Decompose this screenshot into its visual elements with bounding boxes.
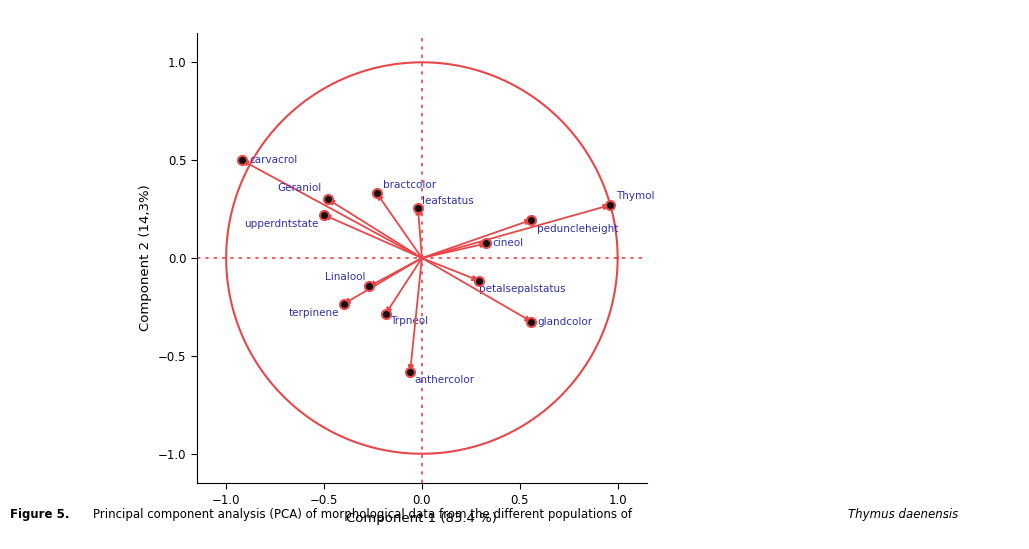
X-axis label: Component 1 (83.4 %): Component 1 (83.4 %) — [347, 512, 497, 525]
Text: Geraniol: Geraniol — [278, 183, 322, 193]
Text: cineol: cineol — [492, 238, 524, 248]
Text: .: . — [945, 508, 949, 521]
Text: anthercolor: anthercolor — [414, 376, 474, 385]
Text: leafstatus: leafstatus — [422, 196, 473, 206]
Text: terpinene: terpinene — [289, 308, 340, 318]
Text: Trpneol: Trpneol — [390, 316, 428, 326]
Text: peduncleheight: peduncleheight — [537, 224, 618, 234]
Text: Principal component analysis (PCA) of morphological data from the different popu: Principal component analysis (PCA) of mo… — [93, 508, 636, 521]
Y-axis label: Component 2 (14,3%): Component 2 (14,3%) — [139, 184, 152, 332]
Text: petalsepalstatus: petalsepalstatus — [478, 284, 565, 294]
Text: carvacrol: carvacrol — [250, 155, 298, 165]
Text: Linalool: Linalool — [324, 272, 365, 283]
Text: glandcolor: glandcolor — [537, 317, 593, 327]
Text: Thymol: Thymol — [615, 191, 654, 201]
Text: upperdntstate: upperdntstate — [244, 219, 318, 229]
Text: Thymus daenensis: Thymus daenensis — [848, 508, 959, 521]
Text: Figure 5.: Figure 5. — [10, 508, 70, 521]
Text: bractcolor: bractcolor — [383, 180, 436, 189]
